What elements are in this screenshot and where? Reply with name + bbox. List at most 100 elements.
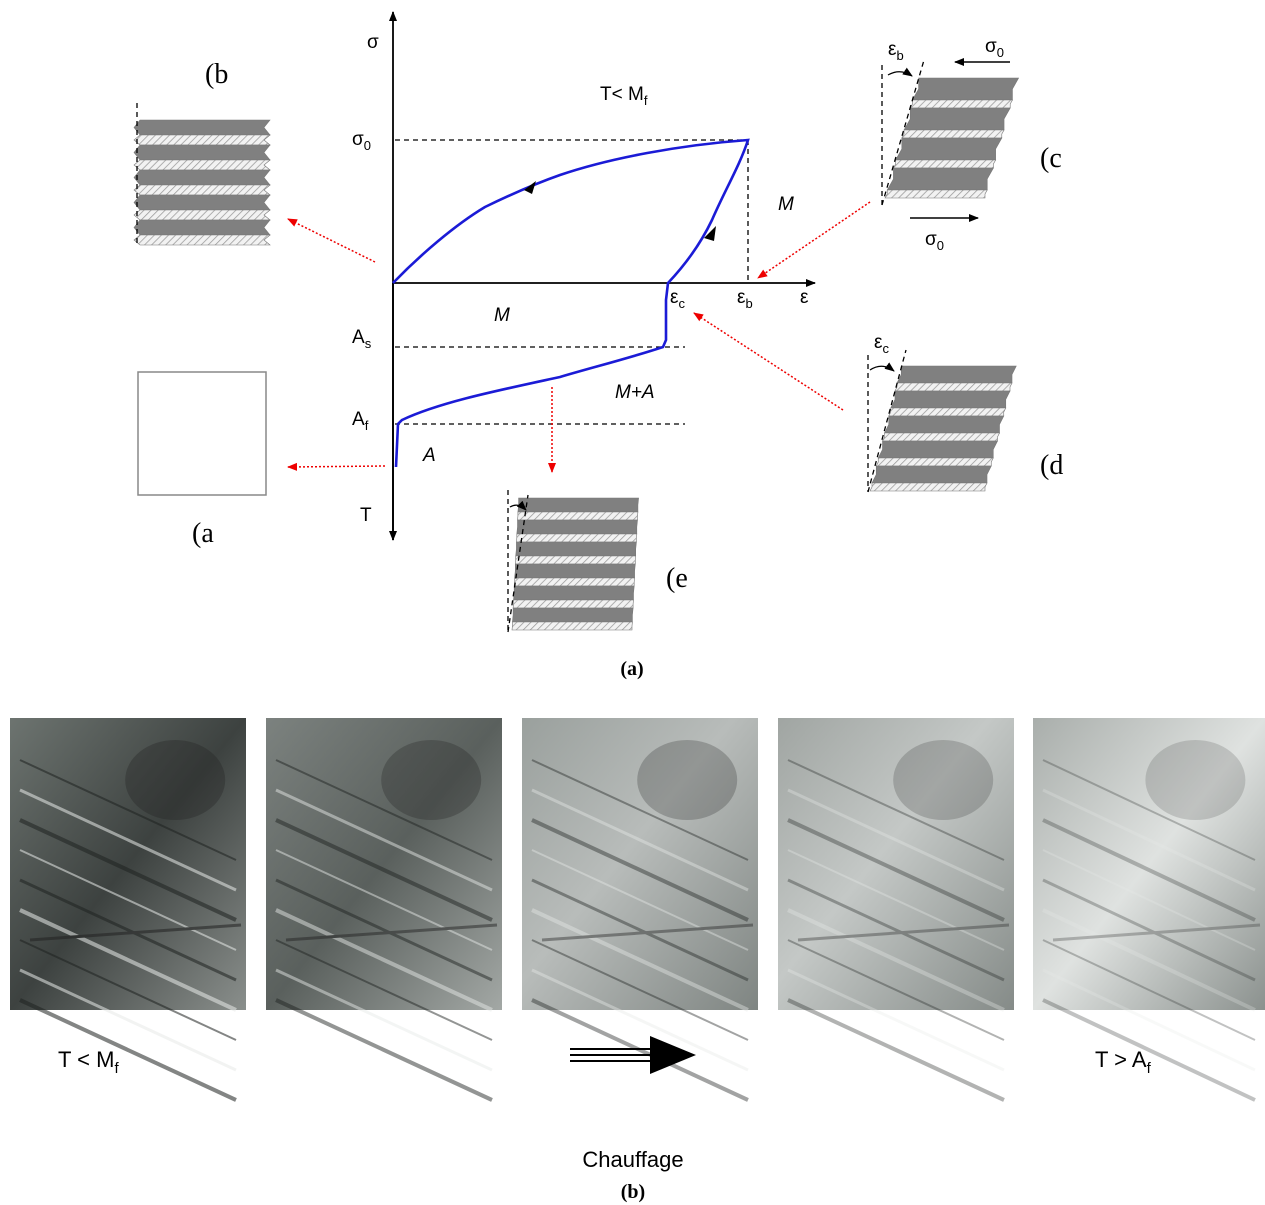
sub: c: [882, 341, 889, 356]
base: T > A: [1095, 1047, 1147, 1072]
twin-band: [788, 1000, 1004, 1100]
plate: [134, 120, 270, 135]
sub: b: [896, 48, 903, 63]
sigma0-label: σ0: [352, 129, 371, 153]
arrow-label: Chauffage: [582, 1147, 683, 1172]
plate: [896, 138, 1002, 160]
sub: 0: [364, 138, 371, 153]
plate: [514, 586, 635, 600]
dark-region: [125, 740, 225, 820]
plate: [885, 416, 1004, 433]
plate: [891, 391, 1010, 408]
plate: [517, 520, 638, 534]
twin-band: [276, 1000, 492, 1100]
inset-label: (e: [666, 563, 688, 594]
plate: [512, 608, 633, 622]
inset-label: (d: [1040, 450, 1063, 481]
region-label: M+A: [615, 382, 655, 403]
plate: [912, 78, 1018, 100]
temperature-axis-label: T: [360, 505, 372, 526]
plate: [870, 483, 987, 491]
epsc-label: εc: [670, 287, 685, 311]
angle-arrow: [870, 366, 894, 371]
condition-label: T< Mf: [600, 84, 648, 108]
dark-region: [893, 740, 993, 820]
plate: [134, 210, 270, 220]
inset-label: (c: [1040, 143, 1062, 174]
base: A: [352, 327, 365, 348]
plate: [887, 168, 993, 190]
plate: [134, 145, 270, 160]
dark-region: [1145, 740, 1245, 820]
caption: (b): [621, 1181, 645, 1203]
dark-region: [637, 740, 737, 820]
plate: [518, 512, 638, 520]
inset-label: (b: [205, 59, 228, 90]
base: A: [352, 409, 365, 430]
base: σ: [985, 36, 997, 57]
plate: [134, 235, 270, 245]
plate: [516, 534, 636, 542]
plate: [515, 556, 635, 564]
end-label: T > Af: [1095, 1047, 1152, 1077]
plate: [878, 441, 997, 458]
plate: [134, 135, 270, 145]
plate: [134, 185, 270, 195]
inset-label: (a: [192, 518, 214, 549]
stress-label: σ0: [925, 229, 944, 253]
plate: [889, 408, 1006, 416]
angle-label: εc: [874, 332, 889, 356]
plate: [895, 383, 1012, 391]
sub: b: [745, 296, 752, 311]
plate: [515, 564, 636, 578]
base: σ: [352, 129, 364, 150]
af-label: Af: [352, 409, 369, 433]
plate: [134, 160, 270, 170]
twin-band: [1043, 1000, 1255, 1100]
sub: s: [365, 336, 372, 351]
twin-band: [20, 1000, 236, 1100]
base: T< M: [600, 84, 644, 105]
hysteresis-curve: [393, 140, 748, 467]
sub: f: [644, 93, 648, 108]
plate: [883, 433, 1000, 441]
region-label: M: [494, 305, 510, 326]
figure: σ σ0 T< Mf M εc εb ε M As M+A Af A T (b …: [0, 0, 1265, 1205]
stress-label: σ0: [985, 36, 1004, 60]
plate: [514, 578, 634, 586]
angle-label: εb: [888, 39, 904, 63]
dark-region: [381, 740, 481, 820]
region-label: A: [422, 445, 436, 466]
sub: 0: [937, 238, 944, 253]
as-label: As: [352, 327, 372, 351]
plate: [134, 195, 270, 210]
plate: [893, 160, 995, 168]
plate: [885, 190, 987, 198]
plate: [876, 458, 993, 466]
plate: [518, 498, 639, 512]
pointer-arrow: [288, 466, 385, 467]
region-label: M: [778, 194, 794, 215]
plate: [904, 108, 1010, 130]
caption: (a): [620, 658, 643, 680]
stress-axis-label: σ: [367, 32, 379, 53]
sub: f: [1147, 1060, 1152, 1077]
plate: [516, 542, 637, 556]
plate: [910, 100, 1012, 108]
sub: f: [365, 418, 369, 433]
sub: f: [114, 1060, 119, 1077]
base: σ: [925, 229, 937, 250]
sub: 0: [997, 45, 1004, 60]
plate: [512, 622, 632, 630]
pointer-arrow: [288, 219, 375, 262]
plate: [897, 366, 1016, 383]
start-label: T < Mf: [58, 1047, 119, 1077]
base: T < M: [58, 1047, 114, 1072]
strain-axis-label: ε: [800, 287, 809, 308]
plate: [902, 130, 1004, 138]
plate: [134, 220, 270, 235]
sub: c: [678, 296, 685, 311]
epsb-label: εb: [737, 287, 753, 311]
photo-strip: [10, 718, 1265, 1100]
angle-arrow: [888, 72, 912, 76]
